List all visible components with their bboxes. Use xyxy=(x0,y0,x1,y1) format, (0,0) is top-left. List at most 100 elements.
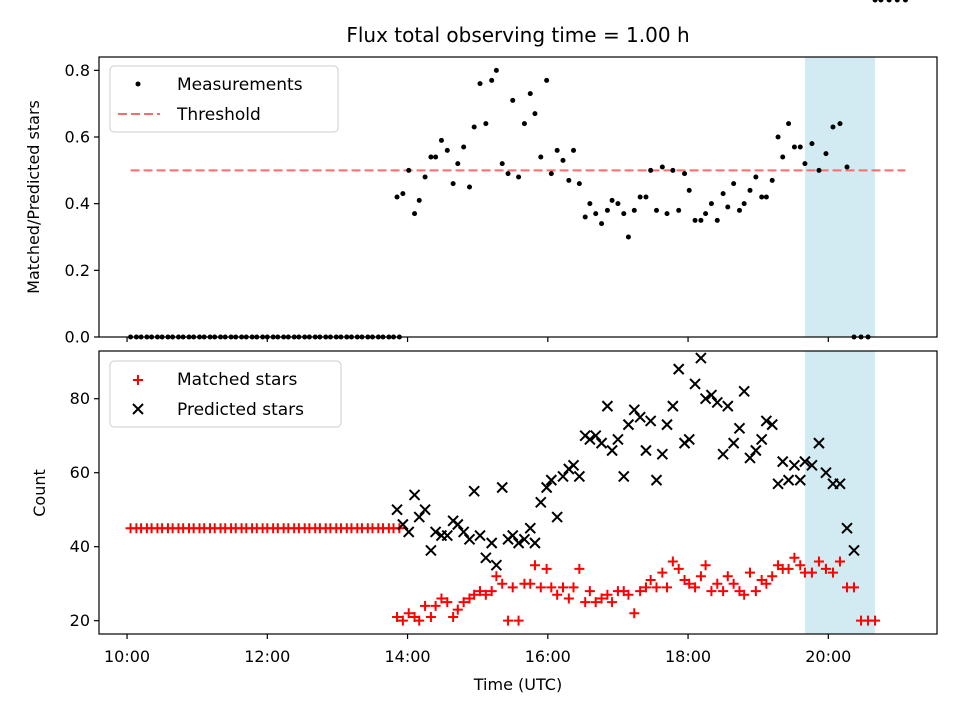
predicted-star-point xyxy=(848,544,860,557)
predicted-star-point xyxy=(628,404,640,416)
measurement-point xyxy=(615,201,621,207)
measurement-point xyxy=(643,194,649,200)
matched-star-point xyxy=(750,586,761,597)
predicted-star-point xyxy=(408,489,421,501)
top-plot-frame xyxy=(98,56,938,338)
matched-star-point xyxy=(580,597,591,608)
measurement-point xyxy=(433,154,439,160)
top-legend-box xyxy=(109,65,339,133)
measurement-point xyxy=(872,0,878,3)
measurement-point xyxy=(554,147,560,153)
measurement-point xyxy=(837,121,843,127)
matched-star-point xyxy=(722,571,733,582)
bottom-legend: Matched stars Predicted stars xyxy=(109,360,342,428)
matched-star-point xyxy=(667,556,678,567)
measurement-point xyxy=(670,167,676,173)
measurement-point xyxy=(682,171,688,177)
predicted-star-point xyxy=(834,478,846,490)
predicted-star-point xyxy=(397,518,409,531)
predicted-star-point xyxy=(750,444,762,457)
predicted-star-point xyxy=(529,537,541,549)
matched-star-point xyxy=(507,582,518,593)
measurement-point xyxy=(786,121,792,127)
y-tick-label: 60 xyxy=(70,463,90,482)
matched-star-point xyxy=(673,563,684,574)
bottom-x-axis: 10:00 12:00 14:00 16:00 18:00 20:00 xyxy=(104,634,851,666)
matched-star-point xyxy=(392,611,403,622)
matched-star-point xyxy=(541,563,552,574)
measurement-point xyxy=(648,167,654,173)
matched-star-point xyxy=(662,582,673,593)
measurement-point xyxy=(576,181,582,187)
predicted-star-point xyxy=(557,470,569,483)
measurement-point xyxy=(625,234,631,240)
matched-star-point xyxy=(712,578,723,589)
measurement-point xyxy=(830,124,836,130)
measurement-point xyxy=(499,161,505,167)
matched-star-point xyxy=(607,597,618,608)
predicted-star-point xyxy=(474,529,486,542)
measurement-point xyxy=(676,207,682,213)
predicted-star-point xyxy=(535,496,547,509)
matched-star-point xyxy=(535,582,546,593)
measurement-point xyxy=(692,217,698,223)
matched-star-point xyxy=(491,571,502,582)
matched-star-point xyxy=(430,600,441,611)
matched-star-point xyxy=(590,597,601,608)
measurement-point xyxy=(416,197,422,203)
matched-star-point xyxy=(486,586,497,597)
measurement-point xyxy=(659,164,665,170)
matched-star-point xyxy=(596,593,607,604)
predicted-star-point xyxy=(590,430,602,442)
matched-star-point xyxy=(623,589,634,600)
matched-star-point xyxy=(657,567,668,578)
measurement-point xyxy=(609,197,615,203)
predicted-star-point xyxy=(480,552,492,564)
predicted-star-point xyxy=(777,455,789,468)
measurement-point xyxy=(637,194,643,200)
y-tick-label: 0.4 xyxy=(65,194,90,213)
matched-star-point xyxy=(469,589,480,600)
x-tick-label: 14:00 xyxy=(384,647,430,666)
measurement-point xyxy=(505,171,511,177)
matched-star-point xyxy=(420,600,431,611)
predicted-star-point xyxy=(463,533,476,546)
chart-title: Flux total observing time = 1.00 h xyxy=(346,23,689,47)
measurement-point xyxy=(450,181,456,187)
x-tick-label: 16:00 xyxy=(525,647,571,666)
matched-star-point xyxy=(806,567,817,578)
measurement-point xyxy=(444,147,450,153)
predicted-star-point xyxy=(413,511,425,523)
predicted-star-point xyxy=(485,537,498,549)
predicted-star-point xyxy=(496,481,508,494)
y-tick-label: 0.6 xyxy=(65,128,90,147)
predicted-star-point xyxy=(595,437,608,449)
measurement-point xyxy=(878,0,884,3)
predicted-star-point xyxy=(441,529,453,542)
matched-star-point xyxy=(568,582,579,593)
top-highlight-band xyxy=(804,57,876,337)
measurement-point xyxy=(516,174,522,180)
matched-star-point xyxy=(436,593,447,604)
predicted-star-point xyxy=(524,522,536,534)
matched-star-point xyxy=(529,560,540,571)
measurement-point xyxy=(797,144,803,150)
matched-star-point xyxy=(700,560,711,571)
measurement-point xyxy=(406,167,412,173)
measurement-point xyxy=(428,154,434,160)
predicted-star-point xyxy=(403,526,415,538)
predicted-star-point xyxy=(722,400,734,412)
matched-star-point xyxy=(744,567,755,578)
measurement-point xyxy=(400,191,406,197)
predicted-star-point xyxy=(782,474,795,486)
matched-star-point xyxy=(783,563,794,574)
x-tick-label: 10:00 xyxy=(104,647,150,666)
measurement-point xyxy=(593,211,599,217)
matched-star-point xyxy=(761,578,772,589)
predicted-star-point xyxy=(618,470,630,483)
measurement-point xyxy=(631,207,637,213)
predicted-star-point xyxy=(640,444,652,457)
measurement-point xyxy=(775,134,781,140)
legend-measurements-swatch xyxy=(135,81,141,87)
measurement-point xyxy=(604,207,610,213)
